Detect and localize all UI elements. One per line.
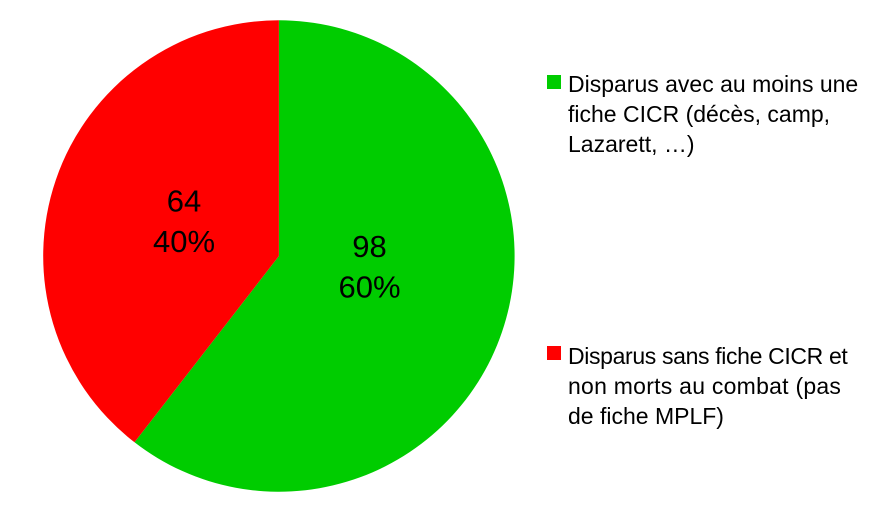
svg-text:98: 98 xyxy=(352,229,386,264)
svg-text:64: 64 xyxy=(167,183,201,218)
svg-text:40%: 40% xyxy=(153,224,215,259)
svg-text:60%: 60% xyxy=(338,269,400,304)
